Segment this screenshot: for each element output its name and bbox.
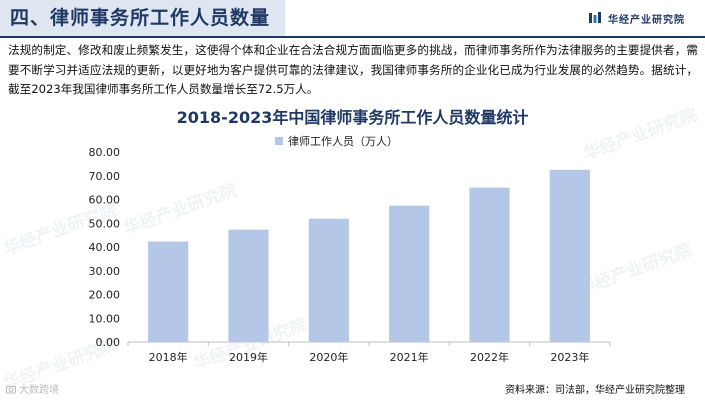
intro-paragraph: 法规的制定、修改和废止频繁发生，这使得个体和企业在合法合规方面面临更多的挑战，而… — [8, 43, 698, 96]
header-title-bar — [0, 0, 285, 36]
x-tick-label: 2019年 — [229, 350, 268, 364]
x-tick-label: 2022年 — [470, 350, 509, 364]
x-tick-label: 2020年 — [309, 350, 348, 364]
y-tick-label: 10.00 — [89, 312, 121, 325]
y-tick-label: 0.00 — [96, 336, 121, 349]
brand-logo: 华经产业研究院 — [588, 10, 685, 26]
y-tick-label: 60.00 — [89, 194, 121, 207]
data-source: 资料来源：司法部，华经产业研究院整理 — [505, 385, 685, 396]
chart-legend: 律师工作人员（万人） — [275, 134, 398, 148]
bar — [228, 229, 269, 342]
y-tick-label: 80.00 — [89, 146, 121, 159]
y-tick-label: 30.00 — [89, 265, 121, 278]
x-tick-label: 2018年 — [149, 350, 188, 364]
corner-watermark-text: 大数跨境 — [19, 385, 59, 396]
corner-watermark: 大数跨境 — [6, 381, 59, 396]
y-tick-label: 40.00 — [89, 241, 121, 254]
legend-label: 律师工作人员（万人） — [288, 135, 398, 148]
bar — [148, 241, 189, 342]
bar — [389, 205, 430, 342]
x-tick-label: 2023年 — [550, 350, 589, 364]
y-tick-label: 20.00 — [89, 289, 121, 302]
chart-title: 2018-2023年中国律师事务所工作人员数量统计 — [176, 108, 529, 127]
brand-logo-text: 华经产业研究院 — [608, 14, 685, 26]
y-tick-label: 70.00 — [89, 170, 121, 183]
bar — [549, 169, 590, 342]
brand-logo-icon — [589, 12, 601, 23]
page-title: 四、律师事务所工作人员数量 — [10, 7, 271, 29]
header-divider — [0, 36, 705, 38]
legend-swatch — [275, 137, 283, 145]
x-tick-label: 2021年 — [390, 350, 429, 364]
bar — [469, 187, 510, 342]
header: 四、律师事务所工作人员数量 华经产业研究院 — [0, 0, 705, 36]
y-tick-label: 50.00 — [89, 217, 121, 230]
camera-icon — [6, 385, 16, 393]
bar — [308, 218, 349, 342]
